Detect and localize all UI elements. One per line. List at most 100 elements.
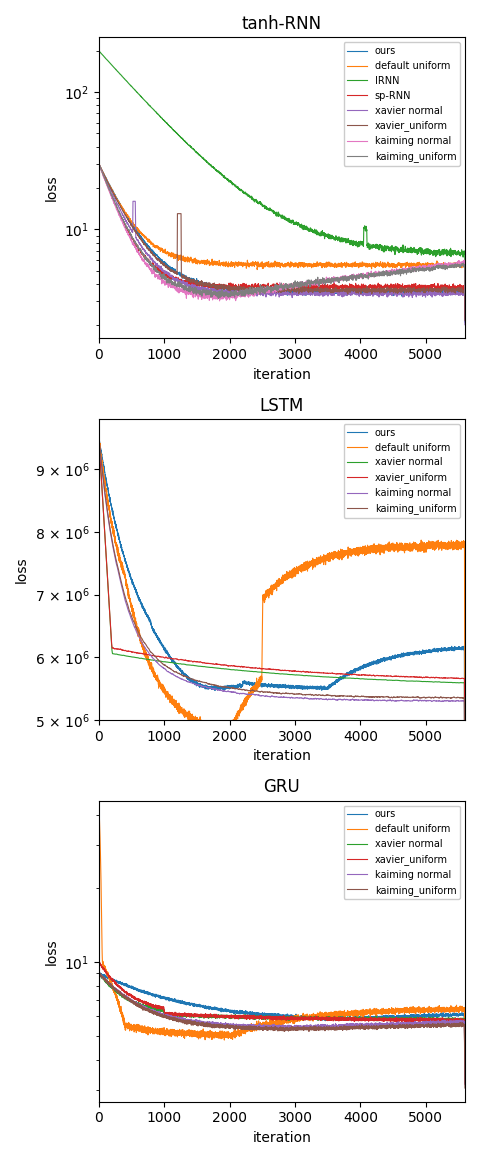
sp-RNN [369,280,375,293]
xavier normal [369,287,375,300]
ours [462,316,468,329]
kaiming_uniform [369,269,375,283]
default uniform [462,287,468,300]
ours [278,285,284,299]
default uniform [348,549,353,563]
xavier normal [369,1012,375,1025]
kaiming normal [96,731,102,745]
ours [348,283,353,297]
Y-axis label: loss: loss [45,174,59,201]
Line: ours: ours [99,442,465,820]
default uniform [123,1017,129,1031]
Line: kaiming normal: kaiming normal [99,165,465,300]
kaiming_uniform [408,264,414,278]
kaiming normal [97,966,103,980]
ours [462,813,468,827]
xavier normal [369,673,375,687]
kaiming_uniform [408,690,414,704]
Line: xavier normal: xavier normal [99,448,465,841]
xavier_uniform [348,282,353,296]
Line: kaiming_uniform: kaiming_uniform [99,444,465,849]
kaiming_uniform [96,437,102,451]
xavier normal [123,212,129,226]
sp-RNN [408,282,414,296]
ours [96,157,102,171]
xavier_uniform [96,711,102,725]
xavier_uniform [348,1012,353,1025]
kaiming normal [123,223,129,237]
xavier_uniform [123,985,129,999]
default uniform [96,711,102,725]
xavier_uniform [348,667,353,681]
default uniform [462,1070,468,1083]
default uniform [369,256,375,270]
kaiming normal [96,158,102,172]
ours [348,1010,353,1024]
Legend: ours, default uniform, IRNN, sp-RNN, xavier normal, xavier_uniform, kaiming norm: ours, default uniform, IRNN, sp-RNN, xav… [344,42,460,166]
xavier_uniform [97,956,103,970]
xavier normal [369,285,375,299]
IRNN [348,234,353,248]
kaiming normal [462,1078,468,1092]
default uniform [96,807,102,821]
xavier normal [462,1075,468,1089]
xavier_uniform [123,209,129,223]
kaiming normal [278,1018,284,1032]
default uniform [369,545,375,559]
kaiming normal [369,1016,375,1030]
xavier normal [96,157,102,171]
xavier normal [96,1042,102,1056]
default uniform [408,541,414,554]
xavier_uniform [462,1076,468,1090]
Line: xavier normal: xavier normal [99,164,465,325]
xavier_uniform [123,644,129,658]
kaiming normal [278,283,284,297]
kaiming normal [408,1016,414,1030]
kaiming_uniform [462,288,468,302]
default uniform [462,764,468,778]
xavier normal [96,967,102,981]
Line: default uniform: default uniform [99,164,465,293]
Line: IRNN: IRNN [99,51,465,285]
kaiming normal [408,262,414,276]
kaiming_uniform [96,1041,102,1054]
X-axis label: iteration: iteration [252,1131,312,1145]
kaiming_uniform [97,966,103,980]
ours [408,1010,414,1024]
kaiming_uniform [278,1022,284,1036]
X-axis label: iteration: iteration [252,749,312,763]
xavier_uniform [278,1012,284,1025]
kaiming normal [369,693,375,706]
IRNN [369,241,375,255]
IRNN [123,73,129,87]
Y-axis label: loss: loss [15,556,29,582]
xavier_uniform [369,1014,375,1028]
ours [408,647,414,661]
Line: xavier normal: xavier normal [99,974,465,1082]
default uniform [123,206,129,220]
kaiming_uniform [348,270,353,284]
xavier normal [348,672,353,686]
IRNN [278,209,284,223]
ours [278,680,284,694]
default uniform [369,1003,375,1017]
ours [97,966,103,980]
xavier normal [369,673,375,687]
default uniform [408,1005,414,1018]
Line: xavier_uniform: xavier_uniform [99,445,465,844]
kaiming normal [96,437,102,451]
xavier_uniform [96,157,102,171]
Line: ours: ours [99,164,465,322]
ours [408,284,414,298]
kaiming normal [462,843,468,857]
ours [123,206,129,220]
kaiming_uniform [96,188,102,202]
kaiming_uniform [123,592,129,606]
xavier normal [96,731,102,745]
xavier_uniform [462,313,468,327]
kaiming_uniform [216,291,221,305]
ours [96,728,102,742]
sp-RNN [123,219,129,233]
kaiming normal [408,694,414,708]
kaiming_uniform [96,730,102,744]
